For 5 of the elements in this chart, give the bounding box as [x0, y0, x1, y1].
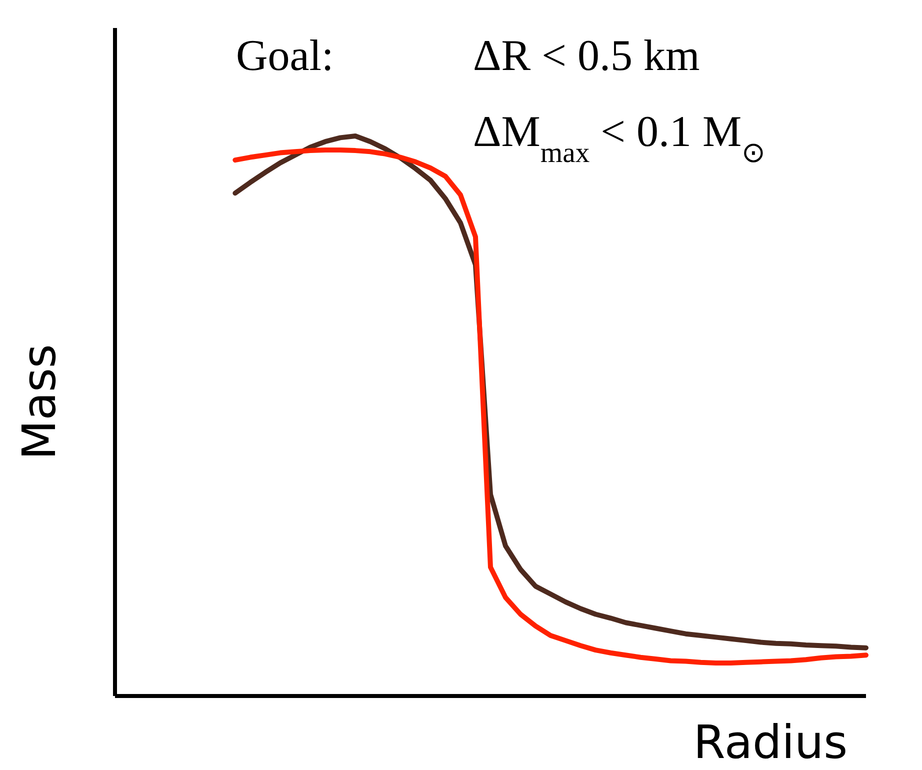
y-axis-title: Mass	[12, 344, 66, 460]
text: Goal:	[236, 31, 334, 80]
text: ΔR < 0.5 km	[473, 31, 700, 80]
x-axis-title: Radius	[693, 715, 848, 769]
annotation: ΔM$_{max}$ < 0.1 M$_{⊙}$	[473, 107, 766, 168]
